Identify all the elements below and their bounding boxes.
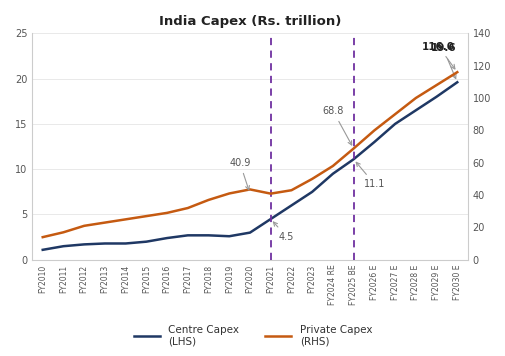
Text: 11.1: 11.1 xyxy=(356,162,385,189)
Line: Centre Capex
(LHS): Centre Capex (LHS) xyxy=(42,82,457,250)
Text: 40.9: 40.9 xyxy=(229,158,250,190)
Centre Capex
(LHS) xyxy=(267,217,273,221)
Private Capex
(RHS) xyxy=(350,146,356,151)
Centre Capex
(LHS) xyxy=(143,240,149,244)
Private Capex
(RHS) xyxy=(226,191,232,195)
Centre Capex
(LHS) xyxy=(329,172,335,176)
Centre Capex
(LHS) xyxy=(371,140,377,144)
Text: 116.0: 116.0 xyxy=(421,42,454,69)
Centre Capex
(LHS) xyxy=(122,241,128,246)
Text: 68.8: 68.8 xyxy=(322,106,351,145)
Line: Private Capex
(RHS): Private Capex (RHS) xyxy=(42,72,457,237)
Text: 19.6: 19.6 xyxy=(429,43,455,79)
Private Capex
(RHS) xyxy=(267,192,273,196)
Centre Capex
(LHS) xyxy=(39,248,45,252)
Private Capex
(RHS) xyxy=(391,112,397,116)
Centre Capex
(LHS) xyxy=(60,244,66,248)
Private Capex
(RHS) xyxy=(329,164,335,168)
Centre Capex
(LHS) xyxy=(184,233,190,237)
Legend: Centre Capex
(LHS), Private Capex
(RHS): Centre Capex (LHS), Private Capex (RHS) xyxy=(129,321,376,351)
Private Capex
(RHS) xyxy=(205,198,211,202)
Centre Capex
(LHS) xyxy=(433,95,439,99)
Private Capex
(RHS) xyxy=(309,177,315,181)
Centre Capex
(LHS) xyxy=(288,203,294,208)
Private Capex
(RHS) xyxy=(453,70,460,74)
Private Capex
(RHS) xyxy=(288,188,294,192)
Private Capex
(RHS) xyxy=(164,211,170,215)
Private Capex
(RHS) xyxy=(102,220,108,225)
Centre Capex
(LHS) xyxy=(246,230,252,235)
Text: 4.5: 4.5 xyxy=(273,222,294,242)
Private Capex
(RHS) xyxy=(412,96,418,100)
Private Capex
(RHS) xyxy=(81,224,87,228)
Centre Capex
(LHS) xyxy=(226,234,232,239)
Private Capex
(RHS) xyxy=(246,187,252,192)
Private Capex
(RHS) xyxy=(433,83,439,87)
Centre Capex
(LHS) xyxy=(164,236,170,240)
Centre Capex
(LHS) xyxy=(102,241,108,246)
Private Capex
(RHS) xyxy=(60,230,66,235)
Private Capex
(RHS) xyxy=(39,235,45,239)
Centre Capex
(LHS) xyxy=(412,108,418,112)
Centre Capex
(LHS) xyxy=(391,122,397,126)
Centre Capex
(LHS) xyxy=(453,80,460,84)
Private Capex
(RHS) xyxy=(143,214,149,218)
Centre Capex
(LHS) xyxy=(350,157,356,161)
Private Capex
(RHS) xyxy=(122,217,128,221)
Private Capex
(RHS) xyxy=(371,128,377,132)
Title: India Capex (Rs. trillion): India Capex (Rs. trillion) xyxy=(159,15,340,28)
Centre Capex
(LHS) xyxy=(81,242,87,246)
Centre Capex
(LHS) xyxy=(309,190,315,194)
Private Capex
(RHS) xyxy=(184,206,190,210)
Centre Capex
(LHS) xyxy=(205,233,211,237)
